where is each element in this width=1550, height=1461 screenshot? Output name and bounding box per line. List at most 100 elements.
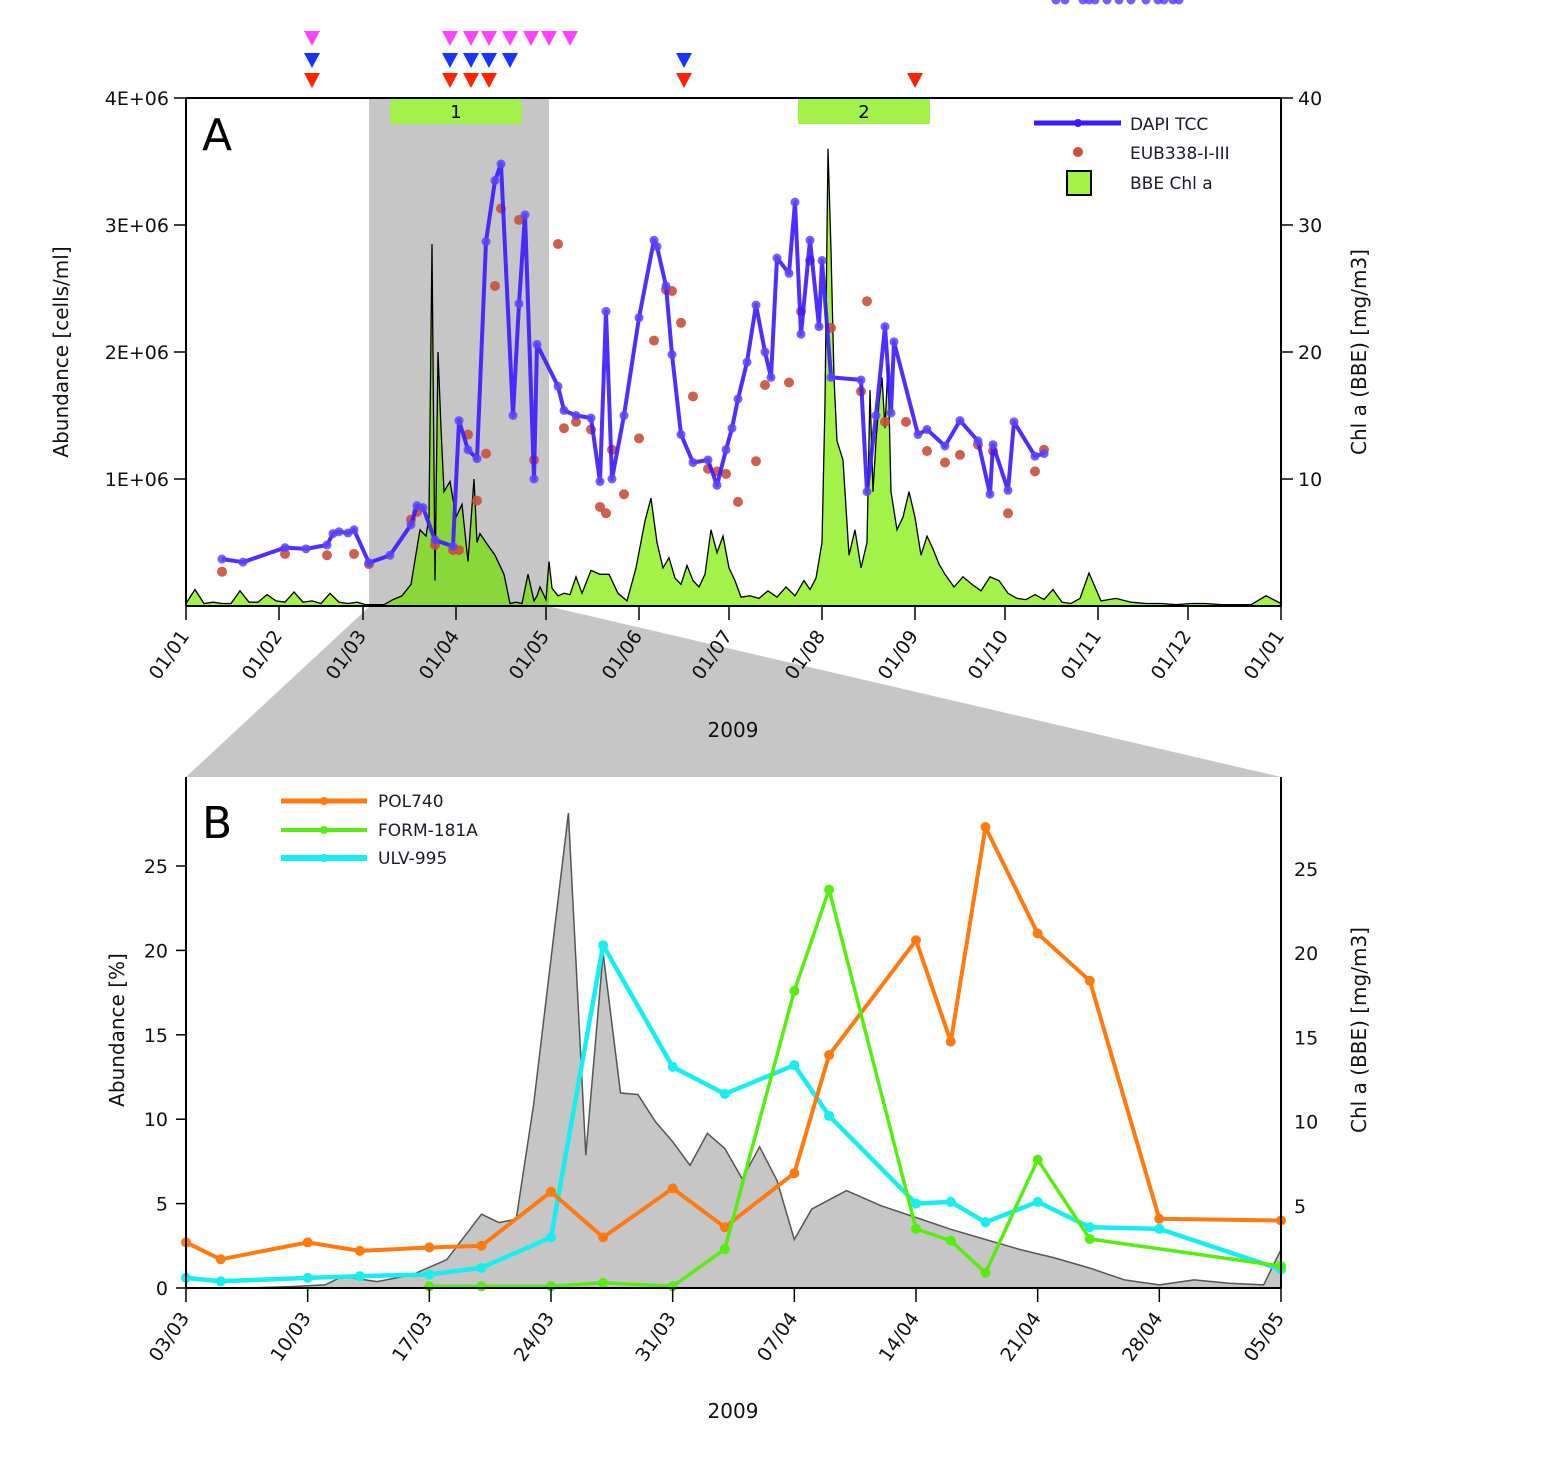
dapi-point: [940, 441, 950, 451]
sampling-marker-triangle-icon: [304, 73, 320, 88]
series-point: [215, 1276, 226, 1287]
sampling-marker-triangle-icon: [907, 73, 923, 88]
legend-pol740-marker-icon: [320, 797, 328, 805]
dapi-point: [826, 372, 836, 382]
sampling-marker-triangle-icon: [463, 73, 479, 88]
dapi-point: [766, 372, 776, 382]
sampling-marker-triangle-icon: [541, 31, 557, 46]
dapi-point: [760, 347, 770, 357]
dapi-point: [496, 159, 506, 169]
sampling-marker-triangle-icon: [562, 31, 578, 46]
series-point: [789, 1060, 800, 1071]
dapi-point: [661, 281, 671, 291]
legend-chl-a-swatch-icon: [1066, 170, 1092, 196]
dapi-point: [1141, 0, 1151, 5]
chl-a-area-b-fill: [186, 813, 1281, 1289]
series-point: [719, 1222, 730, 1233]
dapi-point: [454, 416, 464, 426]
dapi-point: [595, 477, 605, 487]
series-point: [424, 1269, 435, 1280]
panel-b-x-tick-label: 31/03: [631, 1308, 680, 1365]
panel-a-x-tick-label: 01/09: [874, 626, 923, 683]
dapi-point: [880, 322, 890, 332]
dapi-point: [856, 375, 866, 385]
eub338-point: [1030, 466, 1040, 477]
bloom-box-label: 1: [450, 102, 461, 123]
sampling-marker-triangle-icon: [502, 31, 518, 46]
dapi-point: [1051, 0, 1061, 5]
eub338-point: [559, 423, 569, 434]
dapi-point: [1174, 0, 1184, 5]
panel-a-plot-area: [186, 98, 1281, 606]
dapi-point: [955, 416, 965, 426]
legend-form181a-marker-icon: [320, 826, 328, 834]
panel-a-y2-axis-title: Chl a (BBE) [mg/m3]: [1347, 249, 1371, 455]
series-pol740: [181, 822, 1286, 1265]
series-point: [1084, 1234, 1095, 1245]
legend-label-pol740: POL740: [378, 792, 444, 812]
dapi-point: [742, 357, 752, 367]
panel-b-y-tick-label: 0: [156, 1278, 168, 1300]
panel-b-y2-tick-label: 5: [1294, 1196, 1306, 1218]
legend-eub-dot-icon: [1073, 147, 1083, 157]
eub338-point: [862, 296, 872, 307]
sampling-marker-triangle-icon: [481, 31, 497, 46]
eub338-point: [784, 377, 794, 388]
panel-b-y2-tick-label: 25: [1294, 859, 1318, 881]
panel-b-x-tick-label: 07/04: [753, 1308, 802, 1365]
dapi-point: [985, 489, 995, 499]
series-point: [302, 1272, 313, 1283]
chl-a-area-series-b: [186, 813, 1282, 1290]
panel-b-x-tick-label: 05/05: [1240, 1308, 1289, 1365]
dapi-point: [871, 411, 881, 420]
eub338-point: [676, 317, 686, 328]
sampling-marker-triangle-icon: [304, 31, 320, 46]
panel-b-y2-tick-label: 20: [1294, 943, 1318, 965]
panel-b-y2-tick-label: 10: [1294, 1112, 1318, 1134]
sampling-marker-triangle-icon: [463, 31, 479, 46]
series-point: [354, 1245, 365, 1256]
dapi-point: [553, 381, 563, 391]
dapi-point: [913, 430, 923, 440]
series-point: [945, 1196, 956, 1207]
dapi-point: [973, 436, 983, 446]
dapi-point: [667, 350, 677, 360]
sampling-marker-triangle-icon: [304, 53, 320, 68]
series-point: [302, 1237, 313, 1248]
series-point: [824, 1110, 835, 1121]
series-point: [598, 1277, 609, 1288]
series-point: [1084, 1222, 1095, 1233]
series-point: [598, 1232, 609, 1243]
dapi-point: [532, 339, 542, 349]
dapi-point: [529, 474, 539, 484]
panel-b-x-tick-label: 10/03: [266, 1308, 315, 1365]
series-point: [667, 1061, 678, 1072]
dapi-line-series: [217, 0, 1184, 568]
dapi-point: [1090, 0, 1100, 5]
dapi-point: [772, 253, 782, 263]
zoom-connector-shape: [186, 606, 1281, 777]
dapi-point: [1060, 0, 1070, 5]
dapi-point: [514, 299, 524, 309]
dapi-point: [1126, 0, 1136, 5]
dapi-point: [814, 322, 824, 332]
eub338-point: [322, 550, 332, 561]
panel-a-y-tick-label: 4E+06: [105, 88, 169, 110]
dapi-point: [601, 306, 611, 316]
dapi-point: [430, 535, 440, 545]
dapi-point: [607, 474, 617, 484]
dapi-point: [364, 558, 374, 568]
panel-b-y-tick-label: 10: [144, 1109, 168, 1131]
sampling-marker-triangle-icon: [676, 73, 692, 88]
sampling-marker-triangle-icon: [523, 31, 539, 46]
dapi-point: [559, 405, 569, 415]
dapi-point: [406, 520, 416, 530]
dapi-point: [481, 237, 491, 247]
eub338-point: [571, 416, 581, 427]
dapi-point: [301, 544, 311, 554]
dapi-point: [652, 242, 662, 252]
eub338-point: [472, 495, 482, 506]
dapi-point: [1030, 451, 1040, 461]
series-point: [789, 985, 800, 996]
sampling-marker-triangle-icon: [463, 53, 479, 68]
